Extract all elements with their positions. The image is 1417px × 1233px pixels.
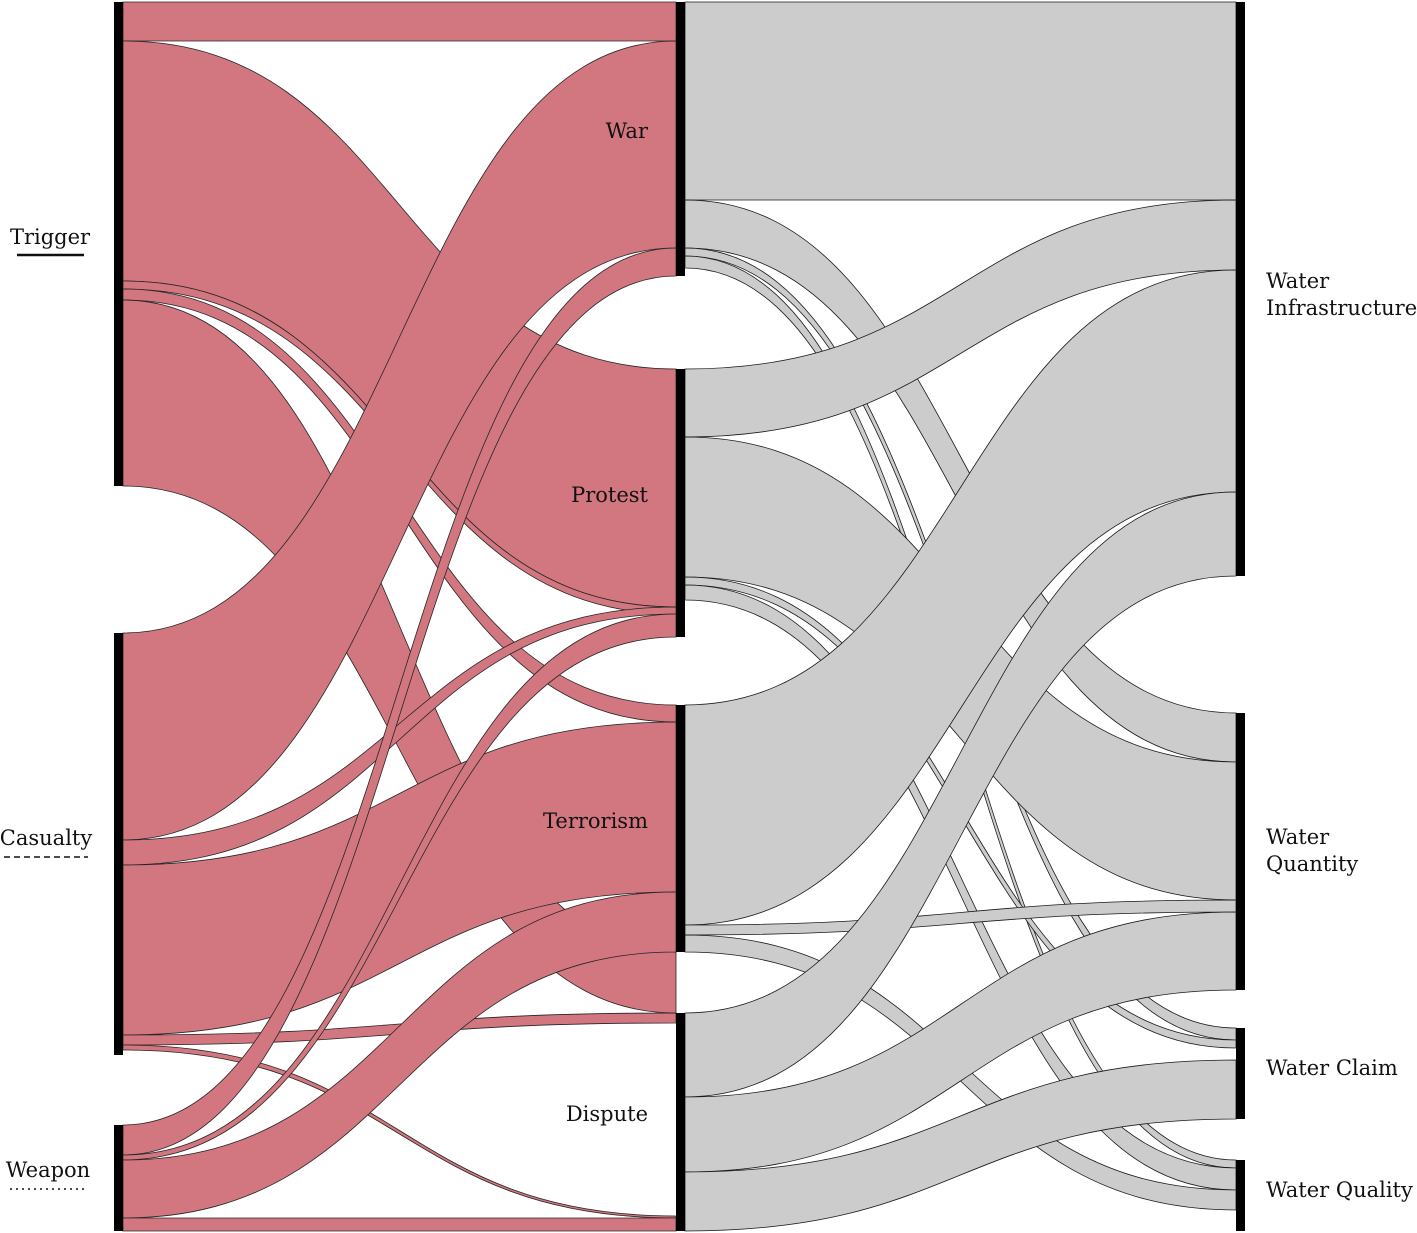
node-claim-bar [1236,1028,1245,1119]
red-flows [122,1,677,1232]
label-protest: Protest [571,483,648,507]
label-weapon: Weapon [6,1158,90,1182]
node-quality-bar [1236,1160,1245,1231]
label-claim: Water Claim [1266,1056,1398,1080]
label-dispute: Dispute [566,1102,648,1126]
label-quantity-line1: Water [1266,825,1330,849]
label-quantity-line2: Quantity [1266,852,1358,876]
node-terrorism-bar [676,705,685,952]
label-infrastructure-line2: Infrastructure [1266,296,1417,320]
label-infrastructure-line1: Water [1266,269,1330,293]
node-infrastructure-bar [1236,2,1245,576]
node-trigger-bar [114,2,123,486]
label-war: War [606,119,649,143]
node-weapon-bar [114,1125,123,1231]
node-quantity-bar [1236,713,1245,990]
node-bars [114,2,1245,1231]
node-protest-bar [676,369,685,637]
grey-flows [684,1,1237,1232]
label-quality: Water Quality [1266,1178,1413,1202]
node-dispute-bar [676,1013,685,1231]
label-trigger: Trigger [10,225,91,249]
red-flow-ribbon [122,1217,677,1232]
node-casualty-bar [114,633,123,1055]
grey-flow-ribbon [684,1,1237,201]
node-war-bar [676,2,685,276]
label-casualty: Casualty [0,826,92,850]
label-terrorism: Terrorism [543,809,648,833]
red-flow-ribbon [122,1,677,42]
